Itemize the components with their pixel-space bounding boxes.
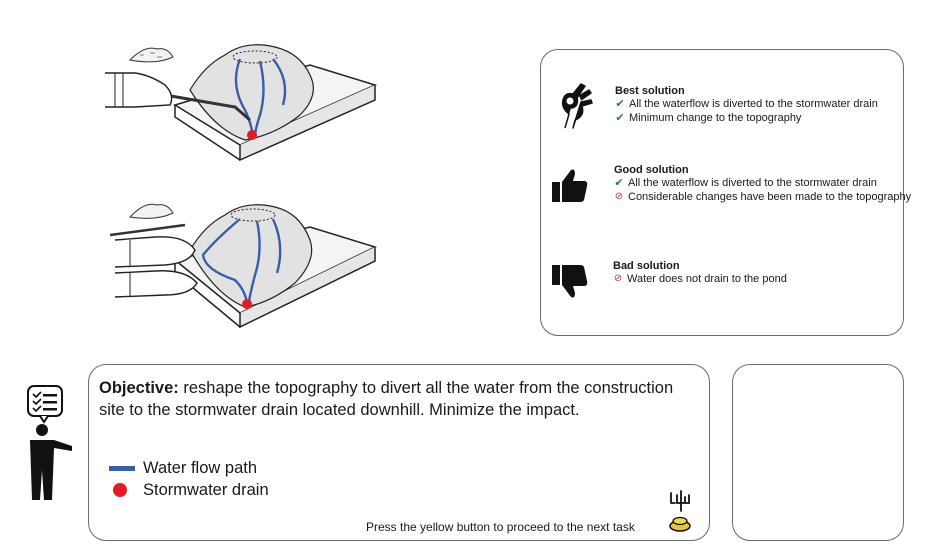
empty-panel <box>732 364 904 541</box>
proceed-instruction: Press the yellow button to proceed to th… <box>366 520 635 534</box>
solution-title: Best solution <box>615 85 685 97</box>
yellow-button-icon[interactable] <box>667 489 693 535</box>
solutions-panel: Best solution ✔ All the waterflow is div… <box>540 49 911 336</box>
objective-panel: Objective: reshape the topography to div… <box>88 364 710 541</box>
check-icon: ✔ <box>615 112 625 124</box>
instructor-icon <box>27 385 72 500</box>
solution-item: ⊘ Considerable changes have been made to… <box>614 190 911 204</box>
solution-title: Bad solution <box>613 260 680 272</box>
drain-dot-icon <box>113 483 127 497</box>
check-icon: ✔ <box>615 98 625 110</box>
prohibited-icon: ⊘ <box>613 273 623 284</box>
solution-title: Good solution <box>614 164 689 176</box>
terrain-hands-illustration <box>109 203 378 329</box>
solution-item-text: Water does not drain to the pond <box>627 273 787 285</box>
thumbs-down-icon <box>552 265 588 298</box>
objective-label: Objective: <box>99 379 179 397</box>
thumbs-up-icon <box>552 169 588 202</box>
objective-body: reshape the topography to divert all the… <box>99 379 674 419</box>
legend-item-stormwater-drain: Stormwater drain <box>109 479 269 501</box>
solution-good: Good solution ✔ All the waterflow is div… <box>614 164 911 204</box>
solution-item: ✔ Minimum change to the topography <box>615 111 878 125</box>
solution-item-text: Considerable changes have been made to t… <box>628 191 912 203</box>
objective-text: Objective: reshape the topography to div… <box>99 377 699 421</box>
solution-item-text: All the waterflow is diverted to the sto… <box>628 177 877 189</box>
solution-bad: Bad solution ⊘ Water does not drain to t… <box>613 260 787 286</box>
legend-item-water-flow: Water flow path <box>109 457 257 479</box>
water-flow-line-icon <box>109 465 135 471</box>
solution-item: ✔ All the waterflow is diverted to the s… <box>614 176 911 190</box>
solution-item-text: Minimum change to the topography <box>629 112 802 124</box>
legend-label: Stormwater drain <box>143 481 269 499</box>
check-icon: ✔ <box>614 177 624 189</box>
solution-item: ✔ All the waterflow is diverted to the s… <box>615 97 878 111</box>
solution-best: Best solution ✔ All the waterflow is div… <box>615 85 878 125</box>
prohibited-icon: ⊘ <box>614 191 624 202</box>
ok-hand-icon <box>561 83 593 129</box>
solution-item-text: All the waterflow is diverted to the sto… <box>629 98 878 110</box>
legend-label: Water flow path <box>143 459 258 477</box>
solution-item: ⊘ Water does not drain to the pond <box>613 272 787 286</box>
terrain-scraper-illustration <box>105 44 378 162</box>
